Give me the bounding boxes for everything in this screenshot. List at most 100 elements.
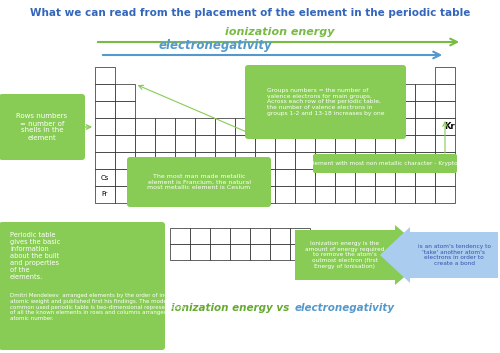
Bar	[210, 228, 230, 244]
Bar	[235, 186, 255, 203]
Bar	[195, 152, 215, 169]
Bar	[295, 152, 315, 169]
Bar	[395, 101, 415, 118]
Bar	[315, 169, 335, 186]
Text: Dmitri Mendeleev  arranged elements by the order of increasing
atomic weight and: Dmitri Mendeleev arranged elements by th…	[10, 293, 188, 321]
Text: Ionization energy is the
amount of energy required
to remove the atom's
outmost : Ionization energy is the amount of energ…	[305, 241, 385, 269]
Bar	[255, 169, 275, 186]
Bar	[95, 169, 115, 186]
Bar	[415, 101, 435, 118]
Bar	[215, 186, 235, 203]
Bar	[355, 101, 375, 118]
Bar	[415, 186, 435, 203]
Bar	[415, 84, 435, 101]
Bar	[335, 118, 355, 135]
Bar	[135, 118, 155, 135]
Bar	[355, 84, 375, 101]
Bar	[115, 84, 135, 101]
Bar	[275, 135, 295, 152]
Bar	[235, 118, 255, 135]
Bar	[230, 228, 250, 244]
Bar	[195, 169, 215, 186]
Bar	[435, 67, 455, 84]
Bar	[135, 186, 155, 203]
Bar	[175, 118, 195, 135]
Bar	[175, 135, 195, 152]
Bar	[95, 186, 115, 203]
Bar	[155, 118, 175, 135]
Bar	[315, 118, 335, 135]
Bar	[395, 118, 415, 135]
Bar	[415, 118, 435, 135]
Bar	[395, 169, 415, 186]
Bar	[395, 152, 415, 169]
Bar	[375, 169, 395, 186]
Bar	[375, 84, 395, 101]
Bar	[235, 152, 255, 169]
Bar	[355, 186, 375, 203]
Bar	[435, 152, 455, 169]
Bar	[270, 244, 290, 260]
Bar	[270, 228, 290, 244]
Bar	[355, 169, 375, 186]
Bar	[435, 101, 455, 118]
Bar	[335, 101, 355, 118]
Text: electronegativity: electronegativity	[158, 39, 272, 52]
Bar	[375, 152, 395, 169]
Bar	[95, 101, 115, 118]
Bar	[375, 118, 395, 135]
Bar	[175, 186, 195, 203]
Bar	[95, 152, 115, 169]
Bar	[290, 228, 310, 244]
Bar	[115, 101, 135, 118]
Bar	[155, 135, 175, 152]
Bar	[135, 152, 155, 169]
Bar	[115, 135, 135, 152]
Bar	[215, 118, 235, 135]
Bar	[135, 135, 155, 152]
Bar	[115, 169, 135, 186]
Bar	[175, 152, 195, 169]
Bar	[335, 135, 355, 152]
Bar	[170, 244, 190, 260]
Bar	[255, 186, 275, 203]
Bar	[375, 135, 395, 152]
Bar	[295, 169, 315, 186]
Bar	[435, 84, 455, 101]
Bar	[255, 135, 275, 152]
Bar	[255, 118, 275, 135]
FancyBboxPatch shape	[245, 65, 406, 139]
Bar	[395, 186, 415, 203]
Bar	[230, 244, 250, 260]
Bar	[95, 84, 115, 101]
Text: What we can read from the placement of the element in the periodic table: What we can read from the placement of t…	[30, 8, 470, 18]
FancyBboxPatch shape	[0, 222, 165, 350]
Bar	[355, 135, 375, 152]
Bar	[335, 186, 355, 203]
Text: element with most non metallic character - Krypton: element with most non metallic character…	[309, 161, 461, 166]
Bar	[215, 169, 235, 186]
Text: ionization energy: ionization energy	[225, 27, 335, 37]
Bar	[315, 152, 335, 169]
Text: The most man made metallic
element is Francium, the natural
most metallic elemen: The most man made metallic element is Fr…	[148, 174, 250, 190]
Bar	[235, 135, 255, 152]
Bar	[235, 169, 255, 186]
Bar	[115, 152, 135, 169]
Bar	[435, 135, 455, 152]
Bar	[190, 244, 210, 260]
Text: Cs: Cs	[101, 174, 109, 180]
FancyBboxPatch shape	[313, 154, 457, 173]
Text: Kr: Kr	[444, 122, 456, 131]
Bar	[295, 118, 315, 135]
FancyBboxPatch shape	[127, 157, 271, 207]
Bar	[415, 169, 435, 186]
Bar	[355, 118, 375, 135]
Bar	[415, 152, 435, 169]
Bar	[210, 244, 230, 260]
Text: ionization energy vs: ionization energy vs	[171, 303, 293, 313]
Bar	[275, 118, 295, 135]
Text: Rows numbers
= number of
shells in the
element: Rows numbers = number of shells in the e…	[16, 114, 68, 140]
Bar	[275, 169, 295, 186]
Bar	[275, 186, 295, 203]
Bar	[315, 135, 335, 152]
